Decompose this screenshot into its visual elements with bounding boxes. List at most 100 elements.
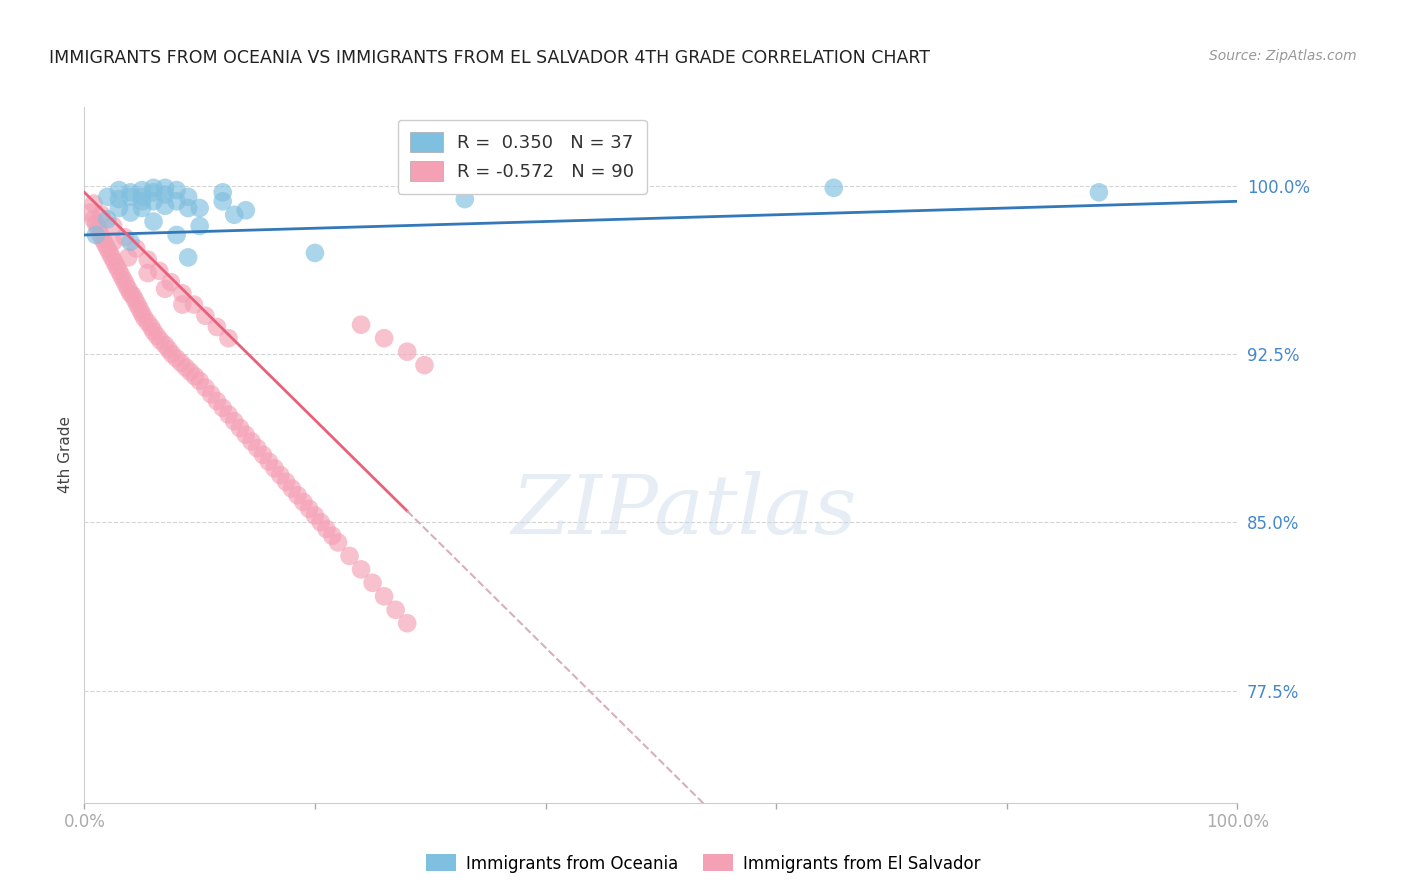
Point [246, 441, 269, 455]
Point [183, 297, 205, 311]
Point [172, 297, 194, 311]
Point [134, 311, 156, 326]
Point [108, 201, 131, 215]
Point [166, 227, 188, 242]
Point [136, 266, 159, 280]
Point [114, 230, 136, 244]
Point [115, 277, 138, 292]
Point [110, 268, 132, 283]
Point [350, 562, 373, 576]
Point [131, 190, 153, 204]
Point [96, 190, 118, 204]
Point [108, 264, 131, 278]
Point [117, 251, 139, 265]
Point [124, 293, 146, 307]
Point [160, 275, 183, 289]
Point [218, 408, 240, 422]
Point [373, 590, 395, 604]
Text: Source: ZipAtlas.com: Source: ZipAtlas.com [1209, 49, 1357, 63]
Point [131, 183, 153, 197]
Point [108, 183, 131, 197]
Point [89, 227, 111, 242]
Point [142, 325, 165, 339]
Y-axis label: 4th Grade: 4th Grade [58, 417, 73, 493]
Point [361, 575, 384, 590]
Point [174, 360, 197, 375]
Point [84, 217, 107, 231]
Point [157, 343, 180, 357]
Point [83, 212, 105, 227]
Point [142, 194, 165, 209]
Point [304, 508, 326, 523]
Point [112, 273, 135, 287]
Point [91, 232, 114, 246]
Point [127, 297, 149, 311]
Point [298, 501, 321, 516]
Point [326, 535, 349, 549]
Legend: R =  0.350   N = 37, R = -0.572   N = 90: R = 0.350 N = 37, R = -0.572 N = 90 [398, 120, 647, 194]
Point [125, 242, 148, 256]
Point [235, 203, 257, 218]
Text: ZIPatlas: ZIPatlas [512, 471, 856, 550]
Point [105, 260, 128, 274]
Point [309, 515, 332, 529]
Point [96, 242, 118, 256]
Text: IMMIGRANTS FROM OCEANIA VS IMMIGRANTS FROM EL SALVADOR 4TH GRADE CORRELATION CHA: IMMIGRANTS FROM OCEANIA VS IMMIGRANTS FR… [49, 49, 931, 67]
Legend: Immigrants from Oceania, Immigrants from El Salvador: Immigrants from Oceania, Immigrants from… [419, 847, 987, 880]
Point [177, 190, 200, 204]
Point [194, 381, 217, 395]
Point [211, 401, 233, 415]
Point [396, 616, 419, 631]
Point [184, 369, 207, 384]
Point [149, 334, 172, 348]
Point [142, 186, 165, 200]
Point [194, 309, 217, 323]
Point [83, 196, 105, 211]
Point [146, 329, 169, 343]
Point [205, 394, 228, 409]
Point [148, 264, 170, 278]
Point [84, 227, 107, 242]
Point [315, 522, 337, 536]
Point [136, 252, 159, 267]
Point [179, 365, 201, 379]
Point [141, 320, 163, 334]
Point [321, 529, 343, 543]
Point [128, 301, 150, 316]
Point [131, 306, 153, 320]
Point [120, 205, 142, 219]
Point [211, 186, 233, 200]
Point [153, 282, 176, 296]
Point [160, 347, 183, 361]
Point [153, 181, 176, 195]
Point [103, 219, 124, 233]
Point [413, 358, 436, 372]
Point [339, 549, 361, 563]
Point [98, 246, 121, 260]
Point [79, 205, 101, 219]
Point [166, 351, 188, 366]
Point [292, 495, 315, 509]
Point [94, 236, 117, 251]
Point [257, 455, 280, 469]
Point [384, 603, 406, 617]
Point [350, 318, 373, 332]
Point [188, 219, 211, 233]
Point [454, 192, 477, 206]
Point [108, 192, 131, 206]
Point [205, 320, 228, 334]
Point [235, 427, 257, 442]
Point [396, 344, 419, 359]
Point [224, 414, 246, 428]
Point [211, 194, 233, 209]
Point [170, 356, 193, 370]
Point [87, 221, 110, 235]
Point [224, 208, 246, 222]
Point [287, 488, 309, 502]
Point [131, 194, 153, 209]
Point [101, 251, 124, 265]
Point [269, 468, 291, 483]
Point [263, 461, 285, 475]
Point [218, 331, 240, 345]
Point [142, 181, 165, 195]
